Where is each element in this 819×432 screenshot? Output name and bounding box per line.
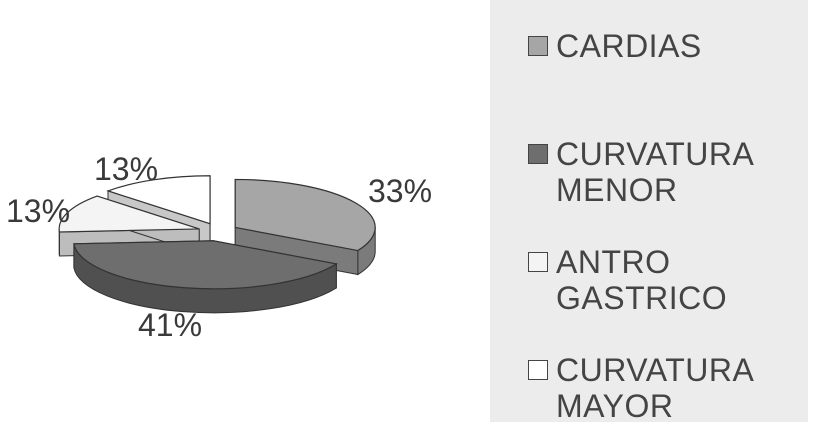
pie-slice-top-cardias xyxy=(234,178,376,252)
legend-entry-antro-gastrico: ANTRO GASTRICO xyxy=(528,244,796,316)
data-label-cardias: 33% xyxy=(368,173,432,209)
pie-slice-curvatura-menor xyxy=(73,240,338,314)
pie-slice-top-curvatura-menor xyxy=(73,240,338,290)
legend-swatch-curvatura-menor xyxy=(528,144,548,164)
pie-slice-cardias xyxy=(234,178,376,276)
pie-chart: 33% 41% 13% 13% xyxy=(6,151,432,343)
legend-entry-cardias: CARDIAS xyxy=(528,28,796,64)
legend-label-curvatura-menor: CURVATURA MENOR xyxy=(556,136,753,208)
pie-slice-top-antro-gastrico xyxy=(58,195,200,233)
legend-swatch-curvatura-mayor xyxy=(528,360,548,380)
data-label-curvatura-menor: 41% xyxy=(138,307,202,343)
pie-chart-svg: 33% 41% 13% 13% xyxy=(6,151,432,343)
chart-legend: CARDIAS CURVATURA MENOR ANTRO GASTRICO C… xyxy=(490,0,808,424)
legend-swatch-cardias xyxy=(528,36,548,56)
data-label-curvatura-mayor: 13% xyxy=(94,151,158,187)
legend-entry-curvatura-menor: CURVATURA MENOR xyxy=(528,136,796,208)
data-label-antro-gastrico: 13% xyxy=(6,193,70,229)
legend-label-cardias: CARDIAS xyxy=(556,28,702,64)
legend-label-curvatura-mayor: CURVATURA MAYOR xyxy=(556,352,753,424)
legend-swatch-antro-gastrico xyxy=(528,252,548,272)
pie-slice-top-curvatura-mayor xyxy=(106,175,211,225)
legend-entry-curvatura-mayor: CURVATURA MAYOR xyxy=(528,352,796,424)
legend-label-antro-gastrico: ANTRO GASTRICO xyxy=(556,244,728,316)
